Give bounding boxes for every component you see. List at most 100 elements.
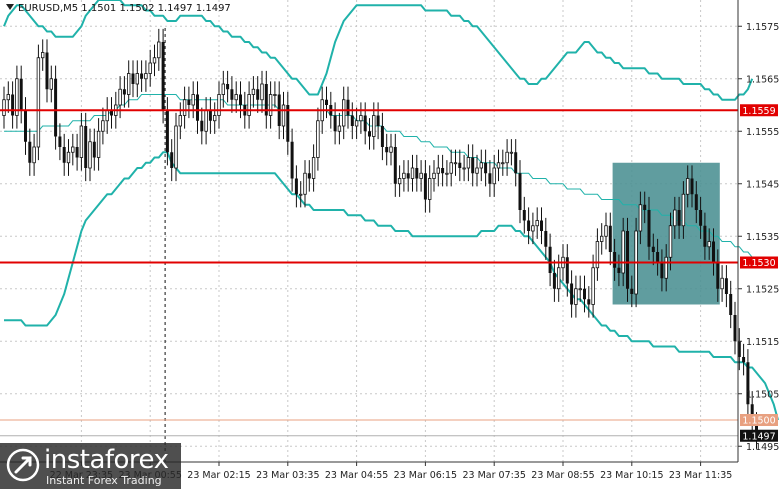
- candle-body-bear: [544, 231, 548, 247]
- candle-body-bear: [286, 105, 290, 142]
- candle-body-bull: [668, 225, 673, 258]
- candle-body-bear: [170, 152, 174, 168]
- y-tick-label: 1.1505: [746, 389, 779, 400]
- candle-body-bear: [613, 252, 617, 268]
- candle-body-bear: [350, 115, 354, 126]
- candle-body-bear: [256, 89, 260, 100]
- candle-body-bear: [458, 162, 462, 168]
- candle-body-bull: [118, 88, 122, 106]
- candle-body-bull: [251, 88, 256, 95]
- candle-body-bear: [694, 194, 698, 210]
- candle-body-bull: [509, 151, 514, 154]
- candle-body-bull: [152, 57, 157, 64]
- bollinger-bands: [3, 0, 779, 421]
- candle-body-bull: [359, 115, 363, 122]
- brand-logo: instaforex Instant Forex Trading: [0, 443, 181, 489]
- candle-body-bear: [626, 231, 629, 289]
- candle-body-bull: [144, 73, 148, 80]
- candle-body-bull: [260, 83, 264, 101]
- candle-body-bull: [273, 94, 277, 96]
- candle-body-bear: [187, 99, 191, 105]
- y-tick-label: 1.1555: [746, 127, 779, 138]
- candle-body-bull: [174, 125, 178, 169]
- bollinger-middle-band: [4, 94, 757, 258]
- candle-body-bull: [49, 78, 53, 90]
- candle-body-bull: [212, 115, 217, 122]
- logo-brand-name: instaforex: [44, 445, 169, 475]
- candle-body-bear: [423, 173, 427, 200]
- price-level-label: 1.1500: [742, 416, 775, 427]
- candle-body-bull: [432, 172, 436, 179]
- y-tick-label: 1.1515: [746, 337, 779, 348]
- candle-body-bull: [557, 267, 561, 290]
- candle-body-bear: [690, 178, 694, 195]
- candle-body-bear: [608, 225, 612, 252]
- candle-body-bull: [436, 167, 440, 174]
- candle-body-bull: [71, 146, 75, 153]
- candle-body-bear: [393, 147, 397, 184]
- candle-body-bear: [703, 225, 707, 247]
- candle-body-bear: [548, 246, 552, 273]
- candle-body-bull: [316, 120, 320, 158]
- candle-body-bear: [140, 73, 144, 79]
- candle-body-bear: [484, 162, 488, 174]
- candle-body-bull: [148, 62, 152, 74]
- candle-body-bear: [62, 147, 66, 163]
- price-level-tag: [740, 414, 778, 426]
- chart-menu-icon[interactable]: [6, 4, 14, 10]
- candle-body-bear: [200, 120, 204, 132]
- candle-body-bear: [24, 110, 27, 142]
- y-tick-label: 1.1495: [746, 442, 779, 453]
- candle-body-bear: [406, 173, 410, 179]
- y-tick-label: 1.1575: [746, 22, 779, 33]
- candle-body-bull: [41, 52, 45, 59]
- candle-body-bear: [363, 115, 367, 132]
- candle-body-bear: [699, 210, 703, 226]
- x-tick-label: 23 Mar 11:35: [669, 470, 732, 481]
- candle-body-bull: [101, 120, 105, 132]
- y-tick-label: 1.1525: [746, 284, 779, 295]
- candle-body-bear: [552, 273, 556, 289]
- candle-body-bull: [410, 167, 415, 179]
- candle-body-bear: [518, 173, 522, 210]
- x-tick-label: 23 Mar 06:15: [394, 470, 457, 481]
- candle-body-bull: [79, 125, 84, 158]
- candle-body-bull: [505, 151, 509, 164]
- candle-body-bull: [475, 167, 479, 174]
- candle-body-bull: [664, 256, 668, 279]
- x-tick-label: 23 Mar 03:35: [256, 470, 319, 481]
- x-tick-label: 23 Mar 10:15: [600, 470, 663, 481]
- candle-body-bear: [733, 315, 737, 342]
- candle-body-bear: [630, 288, 634, 294]
- candle-body-bear: [724, 278, 728, 294]
- candle-body-bull: [105, 109, 109, 122]
- price-levels: 1.1559 1.1530 1.1500 1.1497: [0, 104, 778, 442]
- candle-body-bull: [479, 162, 483, 169]
- candle-body-bear: [239, 94, 242, 105]
- candle-body-bear: [208, 110, 212, 121]
- candle-body-bear: [131, 73, 135, 84]
- logo-tagline: Instant Forex Trading: [46, 474, 162, 487]
- candle-body-bull: [638, 204, 643, 232]
- candle-body-bull: [221, 83, 225, 95]
- candle-body-bear: [587, 299, 591, 305]
- candle-body-bear: [441, 168, 445, 174]
- candle-body-bear: [11, 94, 15, 116]
- y-tick-label: 1.1545: [746, 179, 779, 190]
- candle-body-bear: [325, 99, 328, 105]
- candle-body-bull: [204, 109, 208, 132]
- candle-body-bull: [707, 241, 711, 248]
- candle-body-bull: [402, 172, 406, 179]
- candle-body-bear: [75, 147, 79, 158]
- candle-body-bear: [230, 89, 234, 100]
- candle-body-bull: [217, 94, 221, 116]
- candle-body-bull: [135, 73, 139, 85]
- y-tick-label: 1.1565: [746, 74, 779, 85]
- candle-body-bull: [341, 99, 346, 127]
- candle-body-bear: [583, 288, 586, 300]
- current-price-label: 1.1497: [742, 431, 775, 442]
- candle-body-bull: [397, 178, 402, 185]
- candle-body-bull: [419, 172, 423, 179]
- price-level-label: 1.1559: [742, 106, 775, 117]
